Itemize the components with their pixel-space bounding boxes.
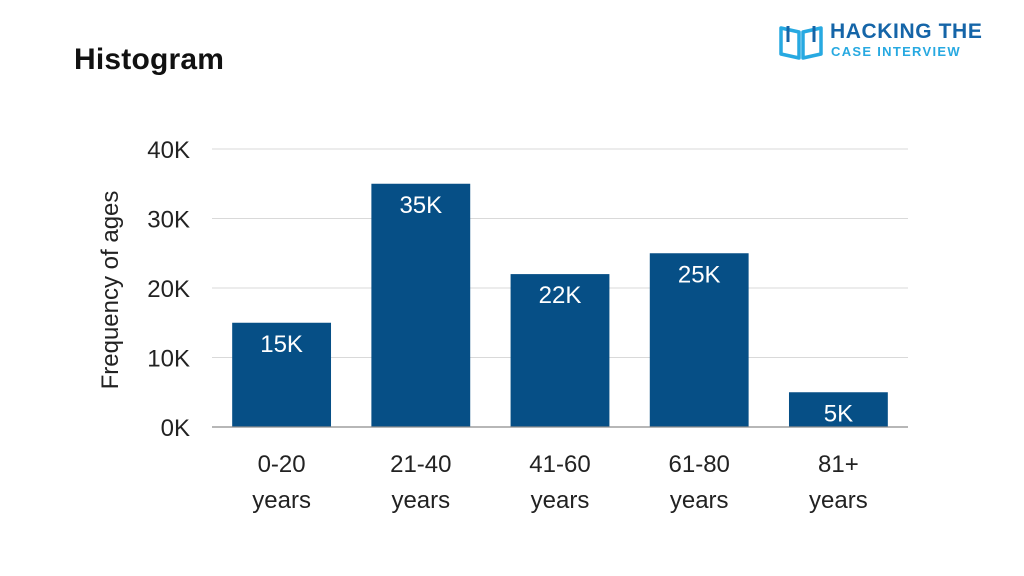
brand-logo: HACKING THE CASE INTERVIEW bbox=[778, 20, 1008, 64]
page-title: Histogram bbox=[74, 43, 225, 76]
y-tick-label: 0K bbox=[161, 415, 190, 442]
y-axis-label: Frequency of ages bbox=[97, 191, 124, 390]
y-tick-labels: 0K 10K 20K 30K 40K bbox=[147, 137, 190, 442]
x-tick-label: 61-80 years bbox=[669, 451, 730, 514]
open-book-icon bbox=[779, 26, 823, 60]
x-tick-label: 41-60 years bbox=[529, 451, 590, 514]
bar-data-label: 22K bbox=[539, 282, 582, 309]
bar bbox=[649, 253, 749, 427]
y-tick-label: 30K bbox=[147, 207, 190, 234]
y-tick-label: 20K bbox=[147, 276, 190, 303]
y-tick-label: 10K bbox=[147, 346, 190, 373]
x-tick-label: 21-40 years bbox=[390, 451, 451, 514]
bar-data-label: 25K bbox=[678, 261, 721, 288]
x-tick-label: 0-20 years bbox=[252, 451, 311, 514]
bar-data-label: 35K bbox=[399, 192, 442, 219]
logo-text-line2: CASE INTERVIEW bbox=[831, 44, 961, 59]
y-tick-label: 40K bbox=[147, 137, 190, 164]
x-tick-label: 81+ years bbox=[809, 451, 868, 514]
bar bbox=[788, 392, 888, 427]
logo-text-line1: HACKING THE bbox=[830, 20, 983, 43]
bar-data-label: 15K bbox=[260, 331, 303, 358]
bar-data-labels: 15K 35K 22K 25K 5K bbox=[260, 192, 853, 428]
bar bbox=[510, 274, 610, 427]
x-tick-labels: 0-20 years 21-40 years 41-60 years 61-80 years 8… bbox=[252, 451, 867, 514]
bars bbox=[232, 183, 888, 427]
bar-data-label: 5K bbox=[824, 400, 853, 427]
bar bbox=[232, 322, 332, 427]
bar bbox=[371, 183, 471, 427]
